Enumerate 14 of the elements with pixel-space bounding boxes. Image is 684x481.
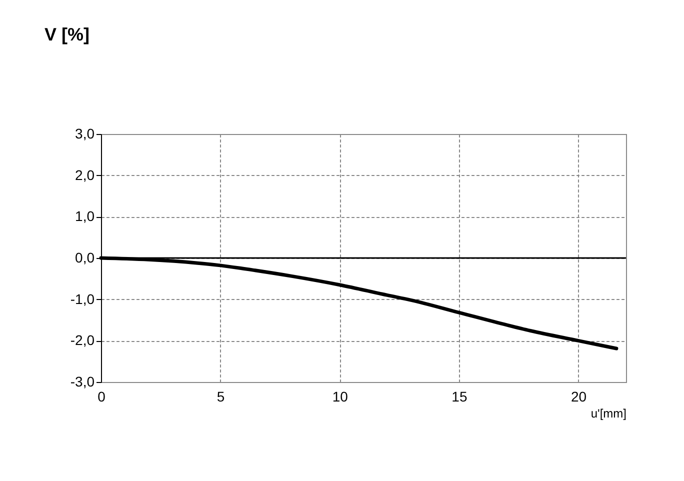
x-tick-label: 15 [452, 388, 468, 404]
x-tick-label: 5 [216, 388, 225, 404]
y-tick-label: 2,0 [75, 166, 95, 183]
x-axis-title: u'[mm] [590, 406, 626, 420]
x-tick-label: 20 [570, 388, 587, 404]
y-tick-label: -1,0 [70, 290, 95, 307]
y-axis-title: V [%] [44, 24, 90, 44]
x-tick-label: 0 [98, 388, 106, 404]
y-tick-label: -3,0 [70, 374, 95, 390]
y-tick-label: 1,0 [75, 208, 95, 224]
y-tick-label: 0,0 [75, 250, 95, 266]
y-tick-label: 3,0 [75, 126, 95, 142]
y-tick-label: -2,0 [70, 332, 95, 348]
x-tick-label: 10 [332, 388, 348, 404]
